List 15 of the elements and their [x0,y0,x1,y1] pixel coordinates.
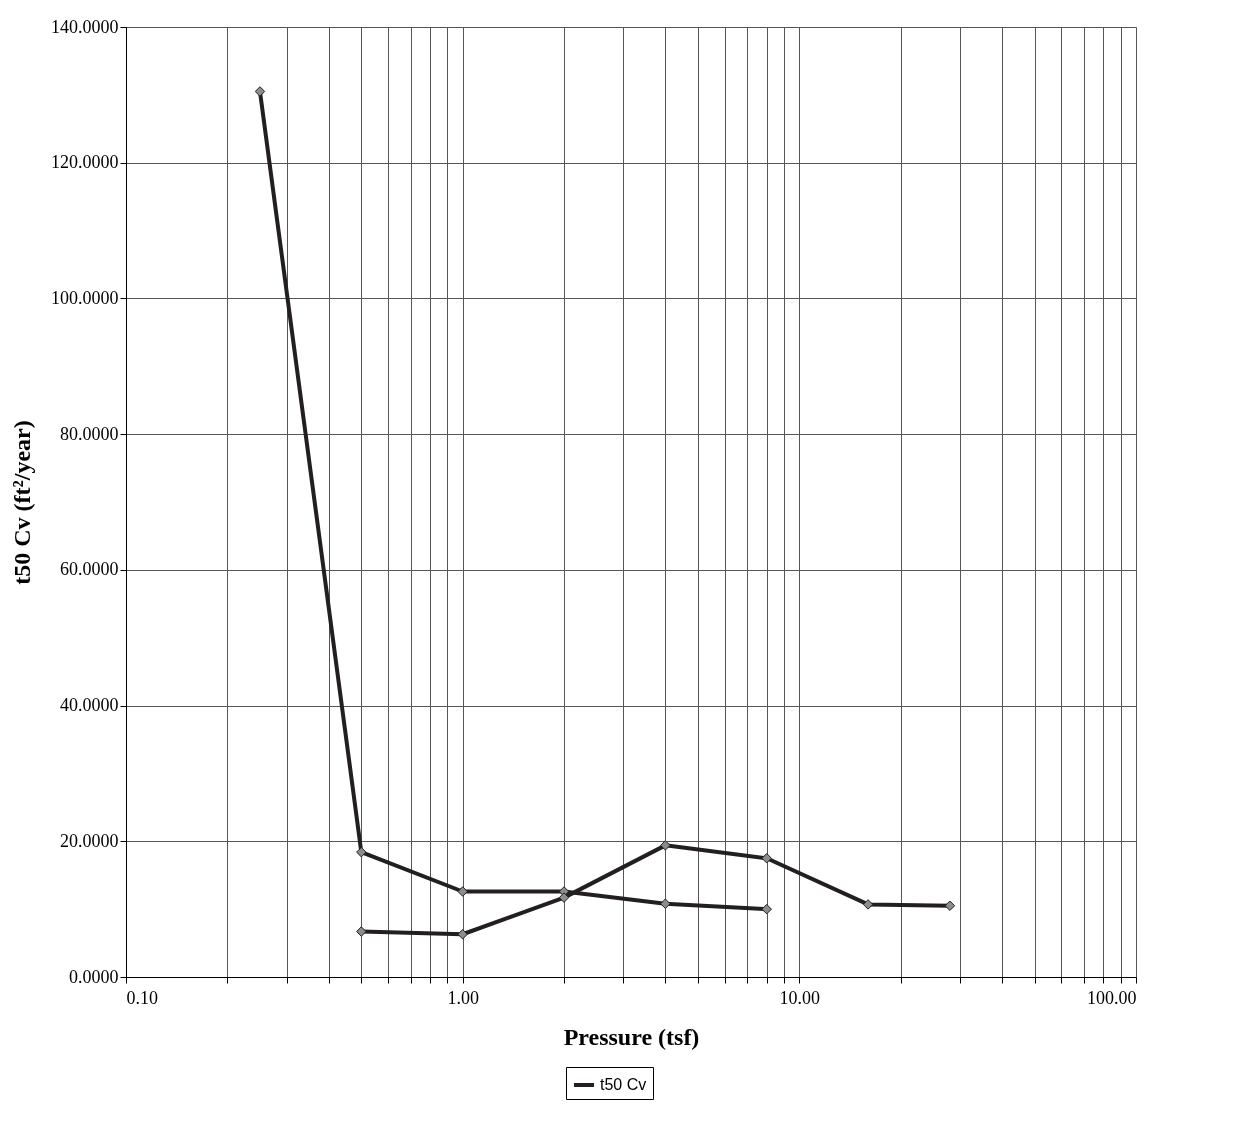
y-tick-label: 140.0000 [51,16,119,37]
y-tick-label: 60.0000 [60,559,119,580]
y-tick-label: 0.0000 [69,966,119,987]
y-tick-label: 80.0000 [60,423,119,444]
x-tick-label: 10.00 [779,987,821,1008]
y-tick-label: 40.0000 [60,695,119,716]
x-tick-label: 100.00 [1087,987,1137,1008]
y-axis-title: t50 Cv (ft²/year) [9,420,35,585]
x-tick-label: 0.10 [126,987,158,1008]
x-axis-title: Pressure (tsf) [563,1023,700,1050]
x-tick-label: 1.00 [447,987,479,1008]
legend-label: t50 Cv [600,1076,647,1093]
y-tick-label: 100.0000 [51,287,119,308]
y-tick-label: 120.0000 [51,152,119,173]
y-tick-label: 20.0000 [60,830,119,851]
